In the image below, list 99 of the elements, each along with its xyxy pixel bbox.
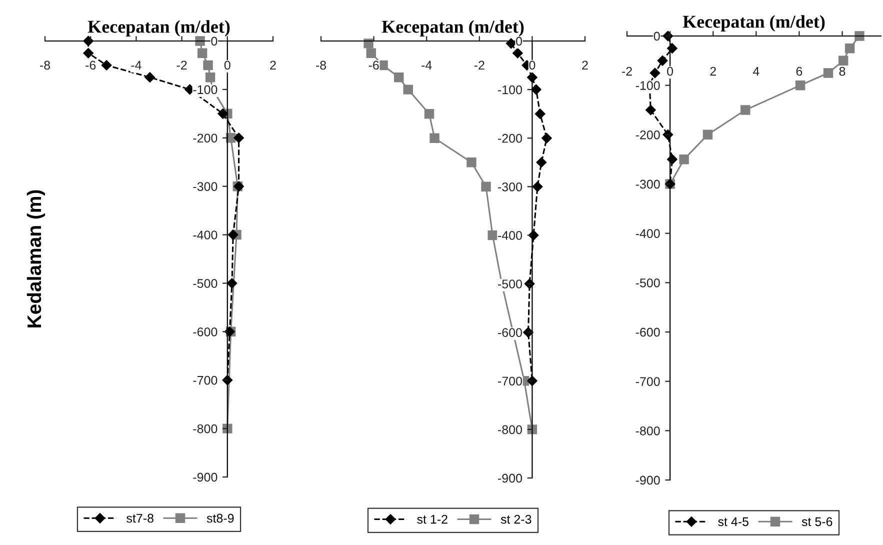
y-tick-label: -300 — [498, 182, 522, 192]
x-tick-label: 6 — [796, 66, 802, 76]
y-tick-label: -500 — [498, 280, 522, 288]
point — [532, 182, 543, 192]
point — [205, 72, 216, 82]
point — [226, 278, 238, 288]
point — [795, 80, 806, 90]
y-tick-label: -300 — [636, 180, 660, 189]
point — [740, 105, 750, 115]
point — [430, 133, 440, 143]
y-tick-label: 0 — [516, 36, 522, 46]
point — [854, 31, 864, 41]
x-tick-label: -2 — [622, 66, 632, 76]
point — [466, 158, 476, 168]
y-tick-label: -700 — [498, 376, 522, 386]
y-tick-label: -100 — [193, 85, 218, 94]
y-tick-label: -700 — [193, 376, 218, 385]
x-tick-label: -4 — [131, 60, 142, 70]
y-tick-label: -600 — [636, 328, 660, 337]
y-tick-label: -500 — [636, 278, 660, 288]
point — [234, 132, 244, 144]
legend-label: st 4-5 — [718, 517, 748, 526]
point — [646, 104, 656, 116]
y-axis-title: Kedalaman (m) — [26, 190, 45, 328]
y-tick-label: -600 — [193, 327, 218, 336]
y-tick-label: 0 — [654, 32, 660, 41]
point — [218, 108, 228, 119]
point — [531, 84, 542, 95]
x-tick-label: 0 — [667, 66, 674, 76]
point — [667, 43, 678, 54]
point — [657, 56, 668, 66]
point — [424, 108, 434, 119]
y-tick-label: -100 — [636, 81, 660, 90]
point — [667, 154, 678, 164]
legend-label: st 1-2 — [417, 514, 448, 524]
y-tick-label: -200 — [193, 134, 218, 143]
point — [823, 68, 834, 78]
x-tick-label: -8 — [316, 60, 326, 70]
point — [481, 182, 491, 192]
y-tick-label: -800 — [498, 425, 522, 434]
point — [650, 68, 660, 78]
point — [222, 424, 232, 434]
x-tick-label: -6 — [368, 60, 379, 70]
point — [403, 84, 413, 94]
y-tick-label: -200 — [636, 130, 660, 140]
chart-title: Kecepatan (m/det) — [382, 20, 524, 37]
point — [679, 154, 689, 164]
y-tick-label: -200 — [498, 134, 522, 143]
x-tick-label: 2 — [270, 60, 276, 70]
y-tick-label: -700 — [636, 377, 660, 386]
legend-label: st 5-6 — [802, 517, 832, 526]
x-tick-label: 2 — [710, 66, 716, 76]
point — [228, 230, 238, 240]
chart-title: Kecepatan (m/det) — [88, 20, 230, 37]
point — [197, 48, 208, 58]
x-tick-label: 0 — [224, 60, 230, 70]
x-tick-label: 8 — [839, 66, 846, 76]
legend-label: st8-9 — [206, 514, 234, 523]
point — [702, 130, 713, 140]
y-tick-label: -100 — [498, 85, 522, 94]
x-tick-label: -8 — [40, 60, 50, 70]
point — [488, 230, 498, 240]
point — [844, 43, 855, 54]
legend-label: st7-8 — [126, 514, 154, 523]
y-tick-label: -800 — [193, 424, 218, 434]
point — [838, 56, 848, 66]
point — [195, 36, 205, 46]
y-tick-label: -500 — [193, 279, 218, 288]
point — [144, 72, 155, 82]
y-tick-label: -800 — [636, 426, 660, 436]
point — [364, 38, 374, 48]
x-tick-label: -2 — [474, 60, 484, 70]
point — [523, 327, 534, 338]
y-tick-label: -600 — [498, 328, 522, 337]
x-tick-label: -6 — [86, 60, 96, 70]
legend-label: st 2-3 — [500, 514, 532, 524]
x-tick-label: 0 — [529, 60, 536, 70]
x-tick-label: -4 — [422, 60, 432, 70]
y-tick-label: -300 — [193, 182, 218, 191]
x-tick-label: 4 — [752, 67, 760, 76]
point — [366, 48, 376, 58]
point — [83, 48, 94, 58]
y-tick-label: -900 — [636, 476, 660, 485]
chart-title: Kecepatan (m/det) — [682, 15, 825, 32]
y-tick-label: -400 — [193, 230, 218, 240]
x-tick-label: -2 — [176, 60, 187, 70]
y-tick-label: -900 — [193, 472, 218, 482]
y-tick-label: -400 — [498, 231, 522, 240]
point — [203, 60, 213, 70]
point — [394, 72, 404, 82]
point — [535, 108, 546, 119]
point — [512, 48, 523, 58]
y-tick-label: -900 — [498, 474, 522, 483]
point — [542, 132, 552, 144]
point — [536, 157, 547, 168]
x-tick-label: 2 — [582, 60, 588, 70]
point — [101, 60, 112, 70]
y-tick-label: -400 — [636, 229, 660, 238]
y-tick-label: 0 — [211, 36, 218, 46]
